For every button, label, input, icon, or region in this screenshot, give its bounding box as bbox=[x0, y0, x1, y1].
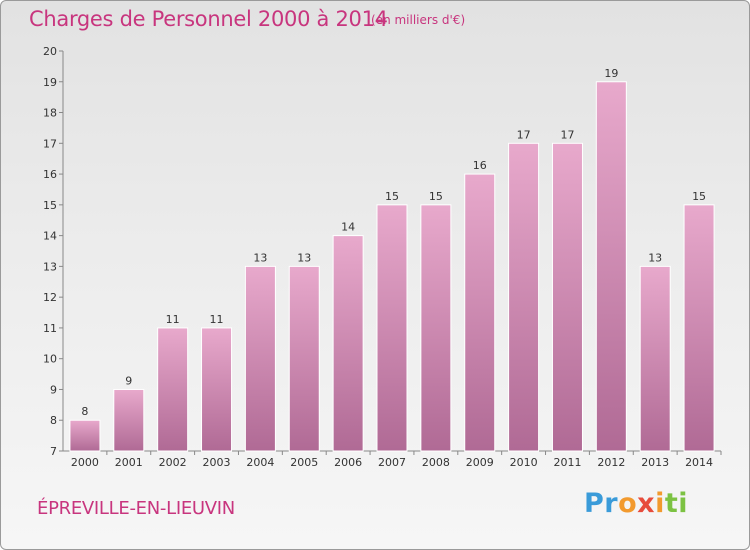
bar bbox=[157, 327, 189, 452]
x-tick-label: 2010 bbox=[510, 456, 538, 469]
logo-part-3: x bbox=[637, 488, 656, 519]
bar bbox=[639, 265, 671, 452]
bar bbox=[113, 388, 145, 452]
y-tick-label: 19 bbox=[43, 76, 57, 89]
x-tick-label: 2000 bbox=[71, 456, 99, 469]
bar-value-label: 11 bbox=[210, 313, 224, 326]
y-tick-label: 14 bbox=[43, 230, 57, 243]
x-tick-label: 2007 bbox=[378, 456, 406, 469]
bar-value-label: 14 bbox=[341, 221, 355, 234]
bar-value-label: 15 bbox=[429, 190, 443, 203]
x-tick-label: 2011 bbox=[553, 456, 581, 469]
proxiti-logo: Proxiti bbox=[584, 488, 688, 519]
x-tick-label: 2001 bbox=[115, 456, 143, 469]
x-tick-label: 2009 bbox=[466, 456, 494, 469]
x-tick-label: 2006 bbox=[334, 456, 362, 469]
logo-part-5: ti bbox=[664, 488, 689, 519]
logo-part-2: o bbox=[618, 488, 638, 519]
bar bbox=[595, 81, 627, 452]
y-tick-label: 13 bbox=[43, 260, 57, 273]
x-tick-label: 2014 bbox=[685, 456, 713, 469]
x-tick-label: 2002 bbox=[159, 456, 187, 469]
commune-name: ÉPREVILLE-EN-LIEUVIN bbox=[37, 498, 235, 519]
y-tick-label: 20 bbox=[43, 45, 57, 58]
y-tick-label: 9 bbox=[50, 383, 57, 396]
bars bbox=[69, 81, 715, 452]
bar bbox=[69, 419, 101, 452]
x-tick-label: 2012 bbox=[597, 456, 625, 469]
logo-part-1: Pr bbox=[584, 488, 619, 519]
chart-subtitle: (en milliers d'€) bbox=[371, 13, 466, 27]
y-tick-label: 7 bbox=[50, 445, 57, 458]
x-tick-label: 2003 bbox=[203, 456, 231, 469]
bar bbox=[201, 327, 233, 452]
bar-value-label: 17 bbox=[560, 128, 574, 141]
bar bbox=[288, 265, 320, 452]
data-labels: 8 9 11 11 13 13 14 15 15 16 17 17 19 13 15 bbox=[81, 67, 706, 418]
bar bbox=[420, 204, 452, 452]
y-tick-label: 16 bbox=[43, 168, 57, 181]
bar-value-label: 13 bbox=[297, 251, 311, 264]
bar-value-label: 15 bbox=[692, 190, 706, 203]
y-tick-label: 17 bbox=[43, 137, 57, 150]
x-tick-label: 2004 bbox=[246, 456, 274, 469]
bar bbox=[464, 173, 496, 452]
bar-value-label: 16 bbox=[473, 159, 487, 172]
y-axis: 7 8 9 10 11 12 13 14 15 16 17 18 19 20 bbox=[43, 45, 64, 458]
bar-value-label: 15 bbox=[385, 190, 399, 203]
y-tick-label: 8 bbox=[50, 414, 57, 427]
x-tick-label: 2013 bbox=[641, 456, 669, 469]
bar-value-label: 13 bbox=[253, 251, 267, 264]
bar-value-label: 9 bbox=[125, 374, 132, 387]
y-tick-label: 12 bbox=[43, 291, 57, 304]
bar bbox=[508, 142, 540, 452]
y-tick-label: 11 bbox=[43, 322, 57, 335]
bar bbox=[683, 204, 715, 452]
bar-value-label: 11 bbox=[166, 313, 180, 326]
x-tick-label: 2008 bbox=[422, 456, 450, 469]
chart-title: Charges de Personnel 2000 à 2014 bbox=[29, 7, 388, 31]
x-tick-label: 2005 bbox=[290, 456, 318, 469]
bar bbox=[332, 235, 364, 452]
bar bbox=[376, 204, 408, 452]
bar-value-label: 19 bbox=[604, 67, 618, 80]
bar-value-label: 17 bbox=[517, 128, 531, 141]
bar-value-label: 8 bbox=[81, 405, 88, 418]
y-tick-label: 18 bbox=[43, 107, 57, 120]
bar bbox=[244, 265, 276, 452]
y-tick-label: 10 bbox=[43, 353, 57, 366]
x-axis: 2000 2001 2002 2003 2004 2005 2006 2007 2008 2009… bbox=[63, 450, 722, 469]
bar bbox=[551, 142, 583, 452]
logo-part-4: i bbox=[655, 488, 665, 519]
y-tick-label: 15 bbox=[43, 199, 57, 212]
bar-value-label: 13 bbox=[648, 251, 662, 264]
